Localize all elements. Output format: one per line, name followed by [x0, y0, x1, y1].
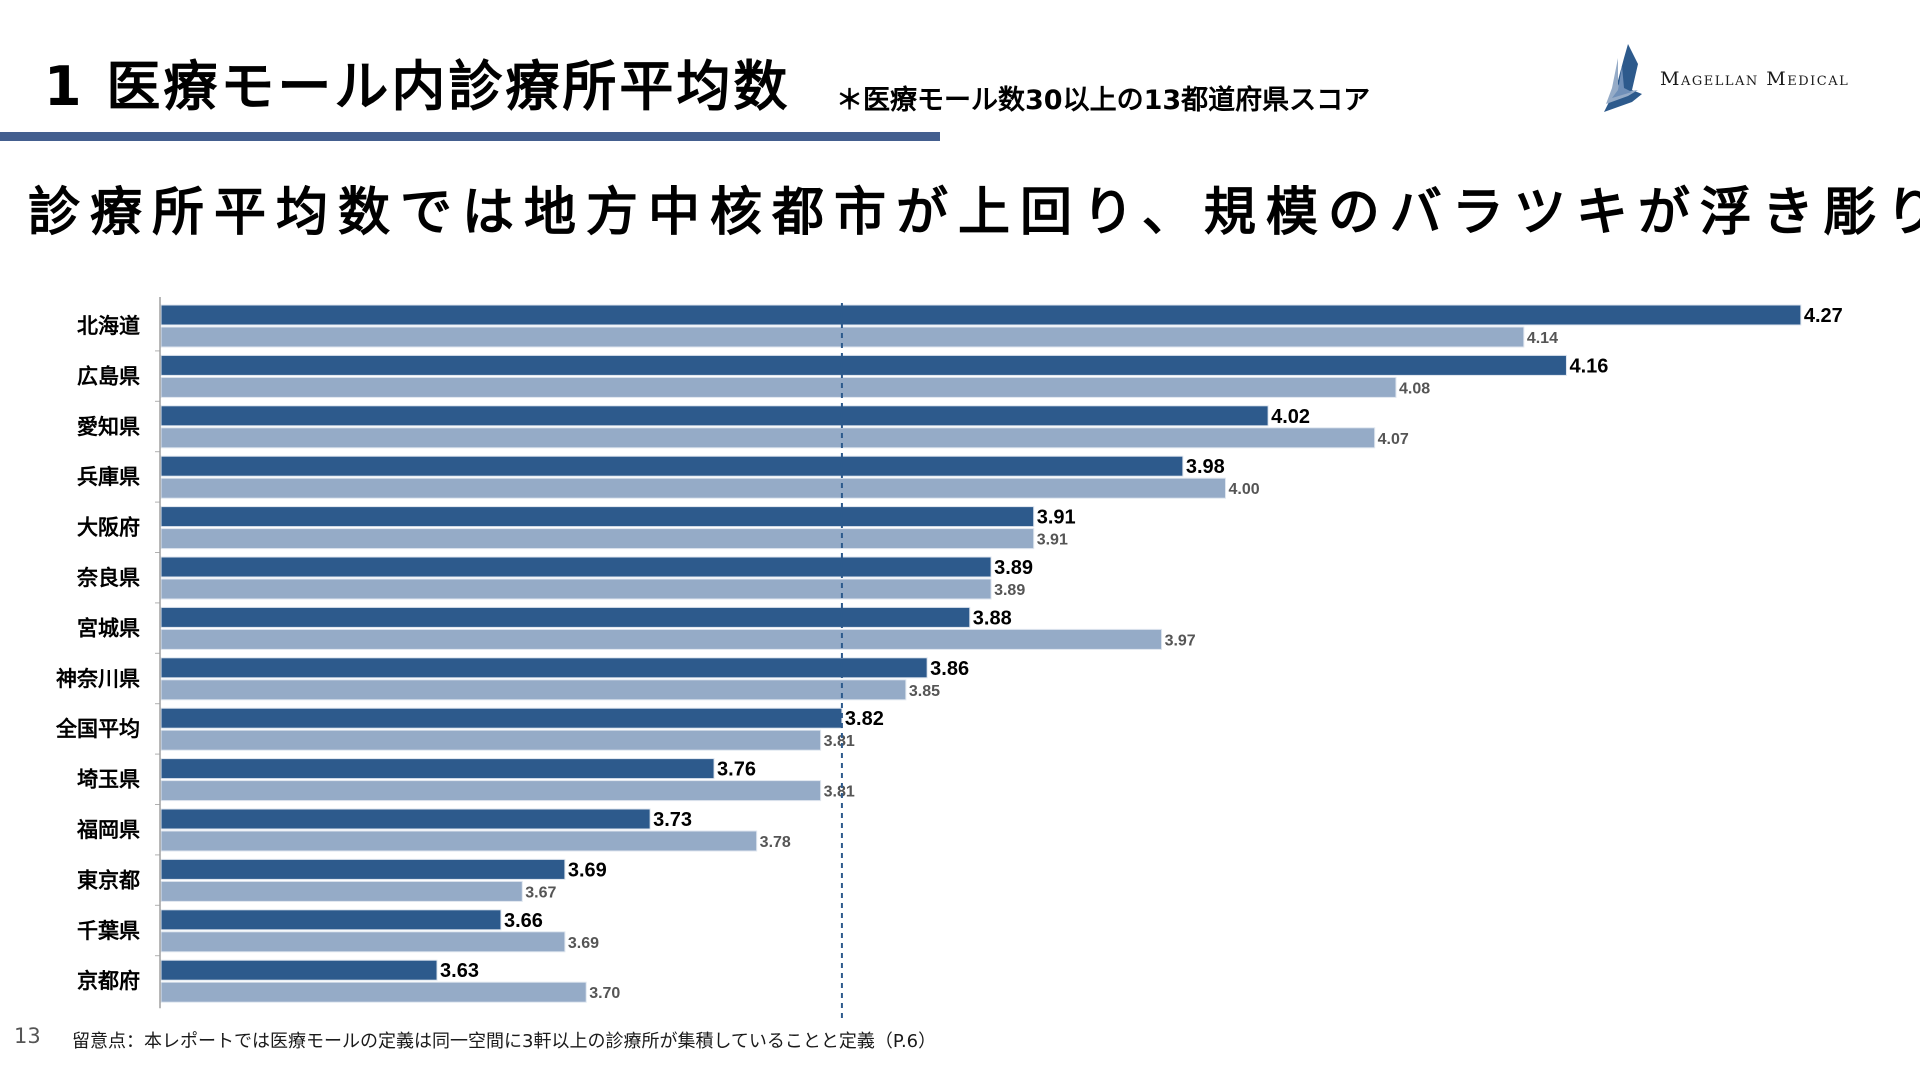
bar-primary [160, 758, 715, 780]
bar-primary [160, 304, 1802, 326]
value-label-primary: 3.89 [994, 557, 1033, 579]
value-label-secondary: 3.85 [909, 683, 940, 700]
bar-primary [160, 354, 1567, 376]
value-label-secondary: 4.08 [1399, 380, 1430, 397]
bar-secondary [160, 376, 1397, 398]
bar-primary [160, 808, 651, 830]
page-subtitle: ＊医療モール数30以上の13都道府県スコア [836, 85, 1371, 116]
headline: 診療所平均数では地方中核都市が上回り、規模のバラツキが浮き彫りに [28, 183, 1920, 243]
bar-secondary [160, 477, 1226, 499]
value-label-secondary: 4.14 [1527, 330, 1558, 347]
bar-primary [160, 405, 1269, 427]
category-label: 千葉県 [77, 919, 140, 943]
value-label-secondary: 4.07 [1378, 431, 1409, 448]
page-title: 1 医療モール内診療所平均数 [44, 55, 791, 118]
value-label-secondary: 3.81 [824, 784, 855, 801]
bar-primary [160, 959, 438, 981]
company-logo: Magellan Medical [1598, 44, 1898, 114]
bar-secondary [160, 528, 1035, 550]
value-label-primary: 3.66 [504, 910, 543, 932]
bar-secondary [160, 679, 907, 701]
value-label-primary: 4.02 [1271, 406, 1310, 428]
category-label: 福岡県 [76, 818, 140, 842]
category-label: 愛知県 [77, 415, 140, 439]
value-label-secondary: 3.97 [1165, 632, 1196, 649]
category-label: 神奈川県 [56, 667, 140, 691]
category-label: 兵庫県 [77, 465, 140, 489]
value-label-primary: 3.73 [653, 809, 692, 831]
bar-secondary [160, 981, 587, 1003]
bar-primary [160, 556, 992, 578]
value-label-secondary: 3.67 [525, 884, 556, 901]
value-label-primary: 3.82 [845, 708, 884, 730]
category-label: 全国平均 [55, 717, 140, 741]
bar-primary [160, 455, 1184, 477]
title-underline [0, 132, 940, 141]
value-label-primary: 3.69 [568, 859, 607, 881]
bar-primary [160, 657, 928, 679]
bar-secondary [160, 578, 992, 600]
bar-secondary [160, 628, 1163, 650]
bar-primary [160, 707, 843, 729]
value-label-primary: 3.91 [1037, 507, 1076, 529]
value-label-secondary: 3.81 [824, 733, 855, 750]
value-label-primary: 3.63 [440, 960, 479, 982]
category-label: 広島県 [77, 364, 140, 388]
value-label-secondary: 3.69 [568, 935, 599, 952]
category-label: 埼玉県 [77, 768, 140, 792]
value-label-primary: 3.86 [930, 658, 969, 680]
bar-secondary [160, 830, 758, 852]
bar-primary [160, 858, 566, 880]
value-label-primary: 3.76 [717, 759, 756, 781]
category-label: 北海道 [77, 314, 140, 338]
value-label-secondary: 3.91 [1037, 532, 1068, 549]
bar-secondary [160, 427, 1376, 449]
value-label-primary: 3.98 [1186, 456, 1225, 478]
bar-primary [160, 606, 971, 628]
bar-primary [160, 909, 502, 931]
logo-text: Magellan Medical [1660, 68, 1850, 90]
value-label-primary: 3.88 [973, 607, 1012, 629]
bar-primary [160, 506, 1035, 528]
category-label: 奈良県 [76, 566, 140, 590]
bar-secondary [160, 880, 523, 902]
sail-icon [1604, 44, 1642, 112]
footnote: 留意点：本レポートでは医療モールの定義は同一空間に3軒以上の診療所が集積している… [72, 1031, 937, 1052]
value-label-primary: 4.27 [1804, 305, 1843, 327]
category-label: 宮城県 [77, 616, 140, 640]
bar-secondary [160, 729, 822, 751]
category-label: 京都府 [77, 969, 140, 993]
value-label-secondary: 4.00 [1229, 481, 1260, 498]
bar-secondary [160, 780, 822, 802]
page-number: 13 [14, 1024, 41, 1048]
category-label: 大阪府 [77, 516, 140, 540]
value-label-primary: 4.16 [1569, 355, 1608, 377]
value-label-secondary: 3.70 [589, 985, 620, 1002]
bar-secondary [160, 931, 566, 953]
value-label-secondary: 3.78 [760, 834, 791, 851]
value-label-secondary: 3.89 [994, 582, 1025, 599]
category-label: 東京都 [77, 868, 140, 892]
